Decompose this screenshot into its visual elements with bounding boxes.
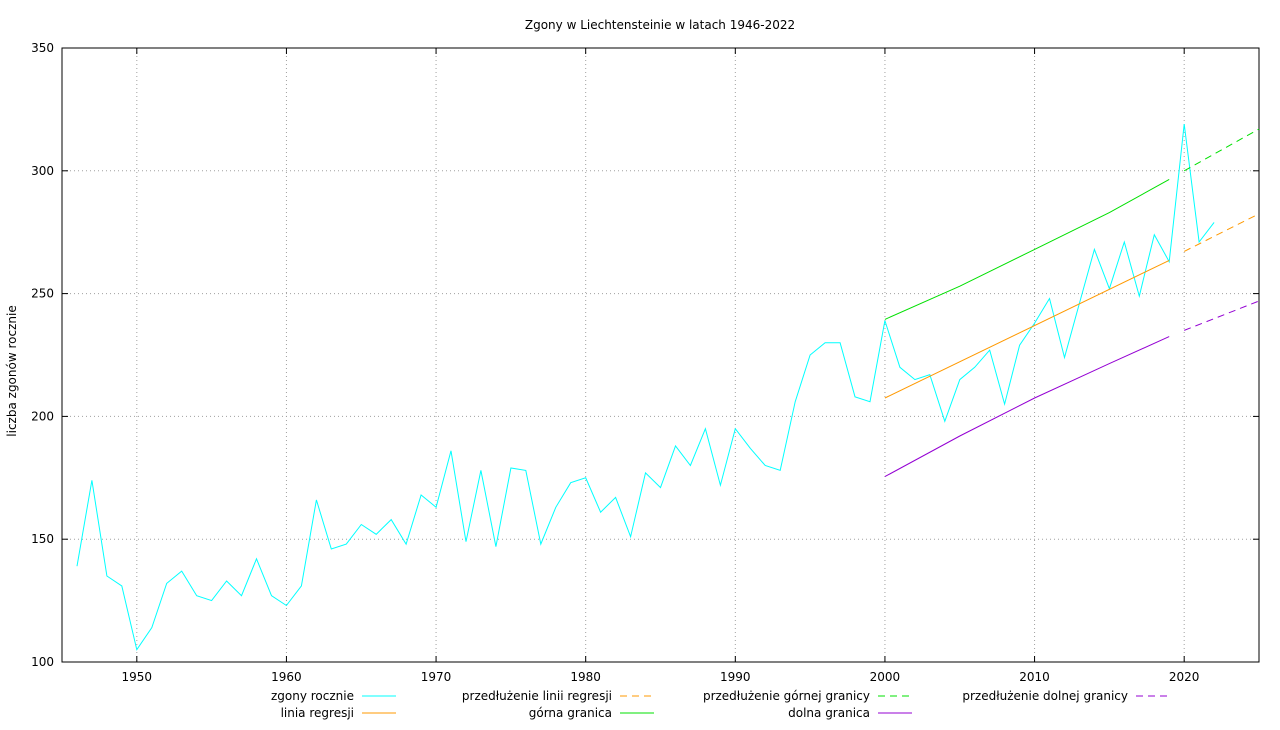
x-tick-label: 2020 — [1169, 670, 1200, 684]
x-tick-label: 1980 — [570, 670, 601, 684]
y-tick-label: 250 — [31, 287, 54, 301]
x-tick-label: 2000 — [870, 670, 901, 684]
axis-ticks: 1950 1960 1970 1980 1990 2000 2010 2020 100 150 20… — [31, 41, 1259, 684]
legend-label: przedłużenie dolnej granicy — [962, 689, 1128, 703]
series-line-4 — [1183, 128, 1260, 172]
y-tick-label: 350 — [31, 41, 54, 55]
legend-label: górna granica — [529, 706, 612, 720]
series-line-1 — [884, 259, 1170, 399]
series-line-0 — [76, 124, 1215, 651]
grid-lines — [62, 48, 1259, 662]
legend-label: przedłużenie górnej granicy — [703, 689, 870, 703]
series-line-5 — [884, 336, 1170, 478]
y-tick-label: 100 — [31, 655, 54, 669]
legend-label: zgony rocznie — [271, 689, 354, 703]
y-tick-label: 300 — [31, 164, 54, 178]
legend-label: linia regresji — [281, 706, 354, 720]
series-line-6 — [1184, 300, 1260, 331]
y-axis-label: liczba zgonów rocznie — [5, 305, 19, 436]
x-tick-label: 1960 — [271, 670, 302, 684]
series-group — [76, 124, 1260, 651]
x-tick-label: 2010 — [1019, 670, 1050, 684]
x-tick-label: 1970 — [421, 670, 452, 684]
y-tick-label: 200 — [31, 409, 54, 423]
series-line-2 — [1183, 213, 1260, 252]
y-tick-label: 150 — [31, 532, 54, 546]
plot-frame — [61, 47, 1260, 663]
legend-label: przedłużenie linii regresji — [462, 689, 612, 703]
x-tick-label: 1950 — [122, 670, 153, 684]
series-line-3 — [884, 178, 1170, 320]
legend: zgony rocznie linia regresji przedłużenie … — [271, 689, 1170, 720]
legend-label: dolna granica — [788, 706, 870, 720]
chart-title: Zgony w Liechtensteinie w latach 1946-20… — [525, 18, 795, 32]
x-tick-label: 1990 — [720, 670, 751, 684]
